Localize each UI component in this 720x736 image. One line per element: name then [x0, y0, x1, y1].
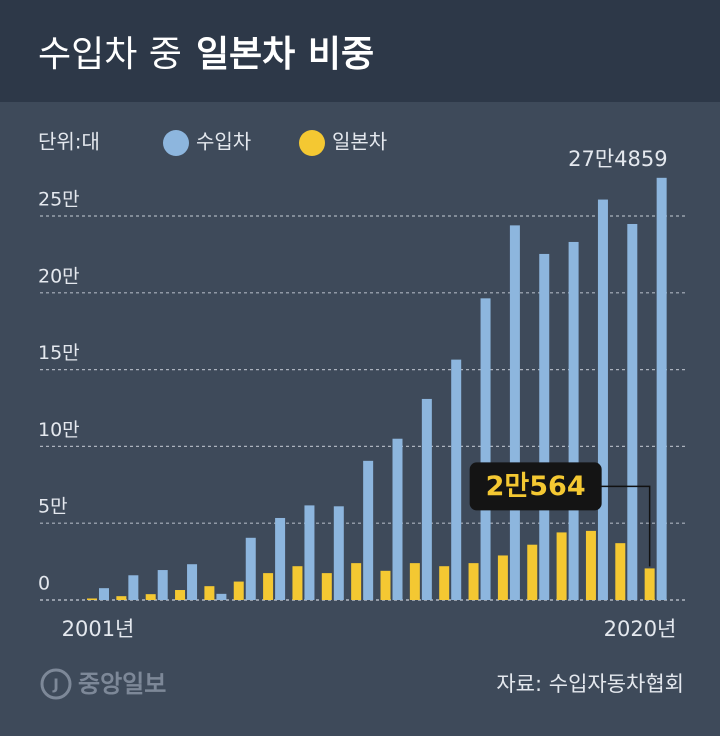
- x-tick-label: 2001년: [62, 617, 135, 641]
- bar: [275, 517, 286, 600]
- callout-box: [469, 462, 602, 511]
- logo-icon: [40, 668, 72, 700]
- bar: [87, 598, 97, 600]
- legend-swatch: [163, 130, 189, 156]
- bar: [304, 505, 315, 600]
- logo-letter: J: [52, 676, 59, 694]
- y-tick-label: 5만: [38, 496, 68, 518]
- bar: [439, 566, 450, 600]
- bar: [351, 563, 362, 600]
- bar: [321, 573, 332, 600]
- legend-label: 일본차: [332, 130, 387, 154]
- bar: [527, 544, 538, 600]
- legend-label: 수입차: [196, 130, 251, 154]
- bar: [468, 563, 479, 600]
- legend-swatch: [299, 130, 325, 156]
- bar: [509, 225, 520, 600]
- bar: [568, 241, 579, 600]
- bar: [157, 570, 168, 600]
- y-tick-label: 20만: [38, 265, 80, 287]
- bar: [216, 593, 227, 600]
- bar: [380, 570, 391, 600]
- bar: [233, 581, 244, 600]
- bar: [556, 532, 567, 600]
- publisher-logo: J 중앙일보: [40, 668, 166, 700]
- publisher: 중앙일보: [78, 670, 166, 698]
- y-tick-label: 15만: [38, 342, 80, 364]
- bar: [451, 359, 462, 600]
- bar: [333, 506, 344, 600]
- bar: [116, 596, 127, 600]
- bar: [363, 460, 374, 600]
- source: 자료: 수입자동차협회: [496, 672, 684, 696]
- bar: [585, 530, 596, 600]
- bar: [204, 586, 215, 600]
- bar: [421, 398, 432, 600]
- value-label: 2만564: [486, 471, 586, 502]
- bar: [480, 298, 491, 600]
- bar: [597, 199, 608, 600]
- labels: 0 5만 10만 15만 20만 25만 27만4859 2만564 2001년 2020년: [38, 147, 676, 641]
- bar: [644, 568, 655, 600]
- header-band: [0, 0, 720, 102]
- bar: [392, 438, 403, 600]
- legend: 수입차 일본차: [163, 130, 387, 156]
- bar: [145, 594, 156, 600]
- title-regular: 수입차 중: [38, 34, 182, 75]
- bar: [656, 177, 667, 600]
- bar: [409, 563, 420, 600]
- bar: [539, 253, 550, 600]
- y-tick-label: 25만: [38, 189, 80, 211]
- bar: [99, 588, 109, 600]
- y-tick-label: 10만: [38, 419, 80, 441]
- bar: [497, 555, 508, 600]
- bar: [245, 537, 256, 600]
- bar: [615, 543, 626, 600]
- bar: [292, 566, 303, 600]
- value-label: 27만4859: [568, 147, 668, 171]
- title-bold: 일본차 비중: [196, 34, 374, 75]
- bar: [128, 575, 139, 600]
- bar: [175, 590, 186, 600]
- y-tick-label: 0: [38, 573, 50, 595]
- bar: [187, 564, 198, 600]
- unit-label: 단위:대: [38, 130, 100, 154]
- bars: [87, 177, 667, 601]
- bar: [627, 223, 638, 601]
- bar: [263, 573, 274, 600]
- x-tick-label: 2020년: [604, 617, 677, 641]
- callout-line: [599, 485, 651, 567]
- chart-title: 수입차 중 일본차 비중: [38, 34, 374, 75]
